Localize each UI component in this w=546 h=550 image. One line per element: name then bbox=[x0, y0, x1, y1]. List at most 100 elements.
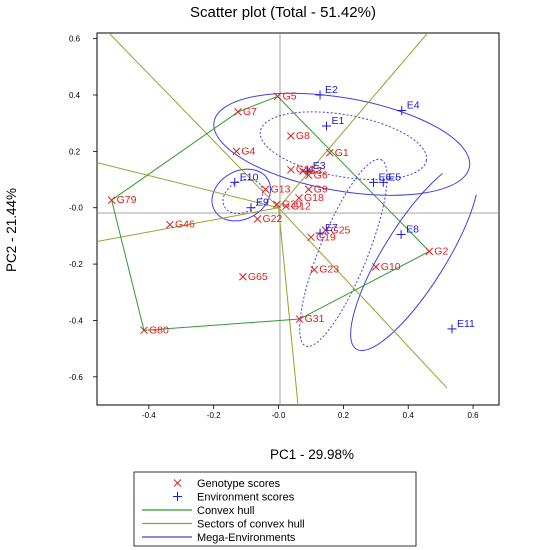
plot-frame bbox=[96, 32, 500, 406]
x-tick-label: 0.2 bbox=[338, 411, 350, 420]
genotype-point bbox=[232, 147, 241, 156]
genotype-point bbox=[140, 326, 148, 335]
sector-line bbox=[108, 33, 279, 209]
sector-line bbox=[97, 162, 279, 209]
environment-point bbox=[230, 177, 240, 187]
sector-line bbox=[278, 207, 299, 405]
environment-point bbox=[397, 106, 407, 115]
genotype-point bbox=[299, 167, 307, 175]
genotype-point bbox=[325, 148, 334, 157]
y-tick-label: -0.0 bbox=[69, 204, 83, 213]
mega-environment-ellipses bbox=[211, 92, 480, 352]
x-tick-label: -0.0 bbox=[272, 411, 286, 420]
genotype-label: G12 bbox=[291, 200, 311, 212]
legend-item: Convex hull bbox=[142, 505, 254, 517]
genotype-point bbox=[304, 171, 313, 180]
genotype-label: G19 bbox=[316, 231, 336, 243]
environment-label: E5 bbox=[388, 171, 401, 183]
genotype-point bbox=[261, 185, 270, 194]
x-tick-label: -0.2 bbox=[207, 411, 221, 420]
y-axis-label: PC2 - 21.44% bbox=[4, 188, 19, 272]
genotype-label: G8 bbox=[296, 130, 310, 142]
genotype-label: G79 bbox=[117, 194, 137, 206]
genotype-point bbox=[295, 194, 303, 202]
y-tick-label: -0.6 bbox=[69, 373, 83, 382]
legend-label: Genotype scores bbox=[197, 478, 281, 490]
y-tick-label: -0.2 bbox=[69, 260, 83, 269]
genotype-label: G65 bbox=[248, 271, 268, 283]
legend-item: Genotype scores bbox=[173, 478, 281, 490]
sector-line bbox=[97, 207, 279, 243]
genotype-point bbox=[287, 165, 295, 174]
genotype-label: G25 bbox=[331, 224, 351, 236]
legend: Genotype scores Environment scoresConvex … bbox=[142, 478, 305, 544]
legend-label: Sectors of convex hull bbox=[197, 519, 305, 531]
environment-label: E7 bbox=[325, 222, 338, 234]
environment-point bbox=[378, 177, 388, 187]
genotype-label: G10 bbox=[381, 261, 401, 273]
environment-label: E3 bbox=[313, 160, 326, 172]
environment-point bbox=[447, 324, 457, 334]
y-tick-label: 0.6 bbox=[69, 35, 81, 44]
environment-label: E2 bbox=[325, 84, 338, 96]
sector-line bbox=[278, 33, 429, 209]
genotype-label: G7 bbox=[243, 106, 257, 118]
genotype-point bbox=[273, 200, 281, 209]
genotype-label: G46 bbox=[175, 219, 195, 231]
genotype-point bbox=[234, 108, 242, 116]
genotype-point bbox=[425, 247, 434, 256]
legend-item: Sectors of convex hull bbox=[142, 519, 305, 531]
mega-environment-ellipse bbox=[259, 111, 428, 181]
genotype-point bbox=[282, 202, 290, 211]
genotype-label: G3 bbox=[308, 165, 322, 177]
environment-point bbox=[315, 90, 325, 100]
genotype-point bbox=[371, 263, 380, 271]
x-tick-label: -0.4 bbox=[142, 411, 156, 420]
legend-item: Environment scores bbox=[173, 492, 295, 504]
environment-point bbox=[315, 228, 325, 238]
environment-point bbox=[322, 121, 332, 131]
legend-box bbox=[133, 471, 417, 547]
legend-label: Mega-Environments bbox=[197, 532, 296, 544]
genotype-point bbox=[307, 233, 315, 242]
genotype-label: G5 bbox=[283, 90, 297, 102]
sector-line bbox=[278, 207, 448, 389]
x-axis-label: PC1 - 29.98% bbox=[270, 447, 354, 462]
environment-label: E9 bbox=[256, 197, 269, 209]
environment-point bbox=[303, 166, 313, 176]
genotype-point bbox=[295, 315, 304, 323]
genotype-point bbox=[287, 132, 295, 140]
hull-sectors bbox=[97, 33, 448, 405]
genotype-label: G23 bbox=[319, 264, 339, 276]
genotype-point bbox=[304, 185, 313, 194]
x-tick-label: 0.6 bbox=[468, 411, 480, 420]
environment-label: E11 bbox=[457, 318, 475, 330]
mega-environment-ellipse bbox=[211, 168, 272, 222]
environment-point bbox=[396, 230, 406, 239]
genotype-label: G6 bbox=[314, 169, 328, 181]
genotype-label: G13 bbox=[271, 183, 291, 195]
environment-label: E4 bbox=[407, 100, 420, 112]
y-tick-label: -0.4 bbox=[69, 316, 83, 325]
environment-point bbox=[246, 203, 256, 213]
legend-label: Environment scores bbox=[197, 492, 295, 504]
legend-item: Mega-Environments bbox=[142, 532, 296, 544]
y-axis-ticks: 0.6 0.4 0.2 -0.0 -0.2 -0.4 -0.6 bbox=[69, 35, 97, 382]
genotype-point bbox=[239, 272, 247, 281]
environment-label: E8 bbox=[406, 224, 419, 236]
genotype-label: G18 bbox=[304, 192, 324, 204]
y-tick-label: 0.4 bbox=[69, 91, 81, 100]
environment-point bbox=[369, 177, 379, 187]
mega-environment-ellipse bbox=[213, 92, 471, 196]
genotype-point bbox=[166, 220, 174, 229]
genotype-label: G4 bbox=[241, 145, 255, 157]
x-axis-ticks: -0.4 -0.2 -0.0 0.2 0.4 0.6 bbox=[142, 405, 479, 420]
y-tick-label: 0.2 bbox=[69, 147, 81, 156]
genotype-label: G31 bbox=[305, 313, 325, 325]
genotype-point bbox=[273, 92, 282, 101]
environment-label: E1 bbox=[332, 115, 345, 127]
genotype-label: G22 bbox=[262, 213, 282, 225]
